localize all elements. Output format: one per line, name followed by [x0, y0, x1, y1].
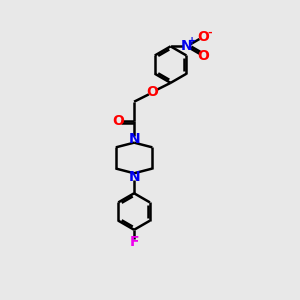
Text: N: N [128, 132, 140, 146]
Text: O: O [146, 85, 158, 99]
Text: O: O [112, 114, 124, 128]
Text: N: N [128, 170, 140, 184]
Text: O: O [197, 30, 209, 44]
Text: +: + [188, 36, 196, 46]
Text: O: O [197, 49, 209, 63]
Text: -: - [207, 28, 212, 38]
Text: N: N [181, 39, 193, 53]
Text: F: F [129, 235, 139, 249]
